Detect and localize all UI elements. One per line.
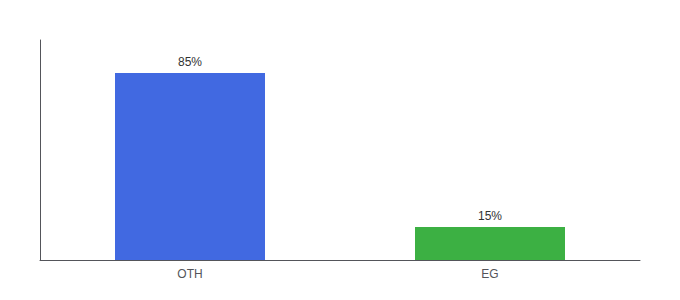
svg-text:EG: EG bbox=[481, 267, 498, 281]
svg-text:OTH: OTH bbox=[177, 267, 202, 281]
svg-text:15%: 15% bbox=[478, 209, 502, 223]
svg-text:85%: 85% bbox=[178, 55, 202, 69]
